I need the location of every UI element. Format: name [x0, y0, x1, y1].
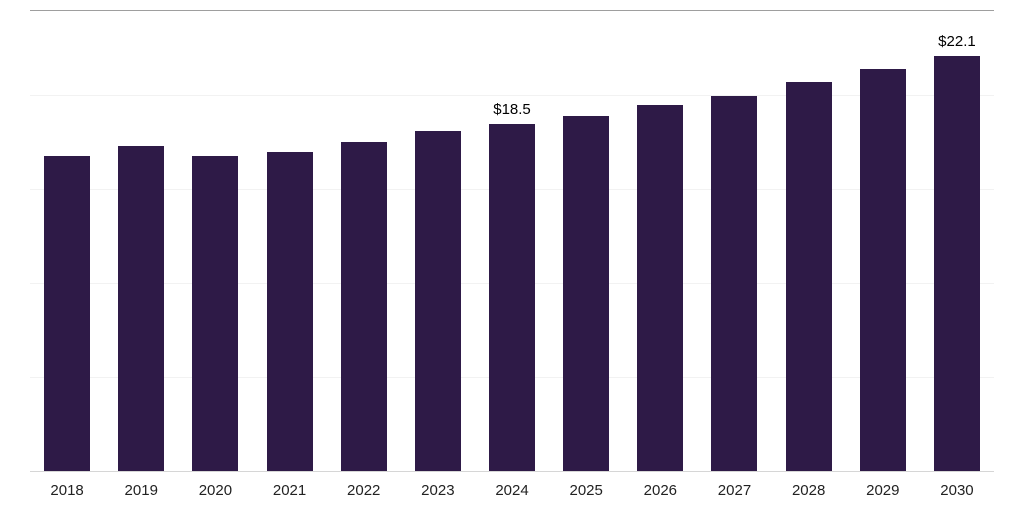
bar-slot-2018	[30, 11, 104, 471]
bars-container: $18.5 $22.1	[30, 11, 994, 471]
plot-area: $18.5 $22.1	[30, 10, 994, 472]
bar-slot-2030: $22.1	[920, 11, 994, 471]
bar-value-label-2030: $22.1	[938, 33, 976, 51]
x-tick-2018: 2018	[50, 482, 84, 499]
x-axis: 2018 2019 2020 2021 2022 2023 2024 2025 2026 2027…	[30, 482, 994, 499]
bar-2028	[785, 82, 832, 471]
gridline	[30, 95, 994, 97]
bar-slot-2027	[697, 11, 771, 471]
x-tick-2024: 2024	[495, 482, 529, 499]
x-tick-2025: 2025	[569, 482, 603, 499]
bar-2022	[340, 142, 387, 471]
x-tick-2019: 2019	[124, 482, 158, 499]
bar-slot-2019	[104, 11, 178, 471]
bar-slot-2020	[178, 11, 252, 471]
x-tick-2023: 2023	[421, 482, 455, 499]
bar-2023	[414, 131, 461, 471]
bar-slot-2028	[772, 11, 846, 471]
bar-slot-2026	[623, 11, 697, 471]
x-tick-2028: 2028	[791, 482, 826, 499]
bar-slot-2024: $18.5	[475, 11, 549, 471]
bar-2030	[933, 56, 980, 471]
bar-2019	[118, 146, 165, 471]
bar-2025	[563, 116, 610, 471]
x-tick-2030: 2030	[940, 482, 974, 499]
x-tick-2029: 2029	[866, 482, 900, 499]
bar-slot-2023	[401, 11, 475, 471]
bar-value-label-2024: $18.5	[493, 100, 531, 118]
bar-2020	[192, 155, 239, 471]
bar-2021	[266, 151, 313, 471]
bar-2026	[637, 104, 684, 471]
x-tick-2021: 2021	[272, 482, 307, 499]
bar-slot-2022	[327, 11, 401, 471]
bar-slot-2029	[846, 11, 920, 471]
x-tick-2020: 2020	[198, 482, 233, 499]
bar-2029	[859, 69, 906, 471]
bar-2018	[44, 155, 91, 471]
x-tick-2026: 2026	[643, 482, 678, 499]
bar-2027	[711, 95, 758, 471]
bar-slot-2021	[252, 11, 326, 471]
x-tick-2027: 2027	[717, 482, 752, 499]
x-tick-2022: 2022	[347, 482, 381, 499]
bar-slot-2025	[549, 11, 623, 471]
bar-2024	[489, 123, 536, 471]
